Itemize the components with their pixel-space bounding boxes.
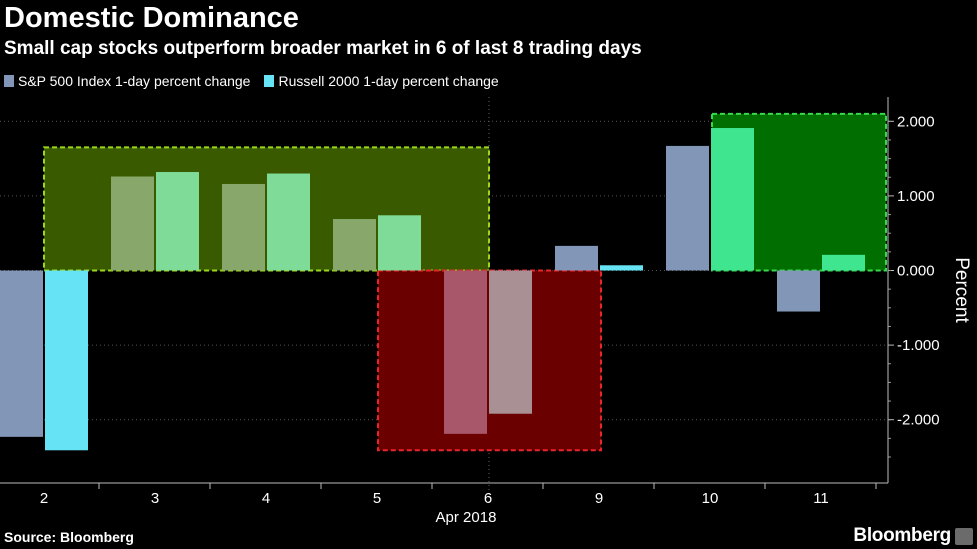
chart-title: Domestic Dominance	[4, 2, 299, 34]
legend-label-russell2000: Russell 2000 1-day percent change	[278, 73, 499, 89]
x-tick-label: 6	[484, 490, 492, 507]
legend: S&P 500 Index 1-day percent change Russe…	[4, 73, 513, 89]
bar-sp500-5	[333, 219, 376, 271]
bar-russell2000-6	[489, 270, 532, 414]
y-axis-label: Percent	[951, 257, 972, 323]
legend-item-russell2000: Russell 2000 1-day percent change	[264, 73, 499, 89]
x-tick-label: 5	[373, 490, 381, 507]
bar-sp500-10	[666, 145, 709, 271]
bar-russell2000-4	[267, 173, 310, 271]
bar-sp500-9	[555, 245, 598, 271]
x-tick-label: 11	[813, 490, 829, 507]
x-tick-label: 4	[262, 490, 270, 507]
badge-icon	[955, 528, 973, 545]
legend-swatch-russell2000	[264, 75, 275, 87]
x-axis-label: Apr 2018	[436, 509, 497, 526]
y-tick-label: 2.000	[897, 113, 935, 130]
y-tick-label: -2.000	[897, 412, 940, 429]
bar-sp500-2	[0, 270, 43, 437]
bar-russell2000-9	[600, 265, 643, 271]
legend-item-sp500: S&P 500 Index 1-day percent change	[4, 73, 250, 89]
x-tick-label: 10	[702, 490, 719, 507]
bloomberg-logo: Bloomberg	[853, 525, 951, 546]
bar-russell2000-10	[711, 128, 754, 271]
bar-russell2000-11	[822, 254, 865, 271]
bar-sp500-6	[444, 270, 487, 434]
bar-russell2000-2	[45, 270, 88, 451]
legend-swatch-sp500	[4, 75, 14, 87]
x-tick-label: 9	[595, 490, 603, 507]
highlight-box-outperform	[43, 146, 490, 272]
bar-sp500-3	[111, 176, 154, 271]
y-tick-label: 0.000	[897, 263, 935, 280]
y-tick-label: -1.000	[897, 337, 940, 354]
source-note: Source: Bloomberg	[4, 529, 134, 545]
x-tick-label: 3	[151, 490, 159, 507]
y-tick-label: 1.000	[897, 188, 935, 205]
bar-russell2000-5	[378, 215, 421, 271]
bar-sp500-4	[222, 183, 265, 271]
bar-russell2000-3	[156, 172, 199, 271]
bar-sp500-11	[777, 270, 820, 312]
x-tick-label: 2	[40, 490, 48, 507]
legend-label-sp500: S&P 500 Index 1-day percent change	[18, 73, 251, 89]
chart-subtitle: Small cap stocks outperform broader mark…	[4, 38, 642, 59]
